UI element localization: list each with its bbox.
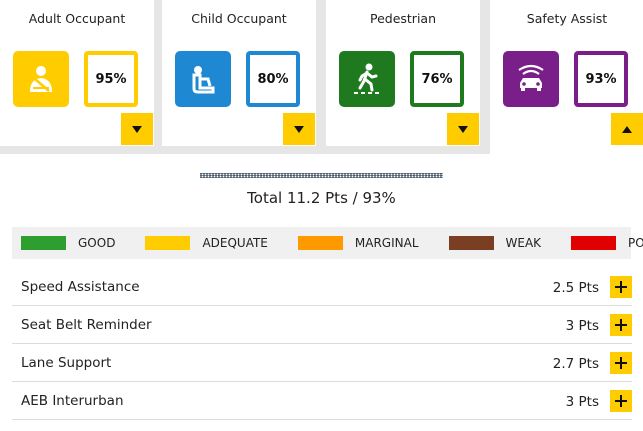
legend-swatch <box>448 236 494 250</box>
expand-button[interactable] <box>447 113 479 145</box>
legend-item-good: GOOD <box>21 236 115 250</box>
chevron-down-icon <box>294 125 304 133</box>
plus-icon[interactable] <box>610 276 632 298</box>
list-item: Speed Assistance 2.5 Pts <box>12 268 632 306</box>
legend-swatch <box>297 236 343 250</box>
pedestrian-icon <box>339 51 395 107</box>
expand-button[interactable] <box>121 113 153 145</box>
item-label: AEB Interurban <box>21 393 124 409</box>
item-points: 3 Pts <box>565 318 599 334</box>
chevron-down-icon <box>458 125 468 133</box>
expand-button[interactable] <box>283 113 315 145</box>
card-pedestrian: Pedestrian 76% <box>326 0 480 146</box>
total-score: Total 11.2 Pts / 93% <box>247 189 396 207</box>
item-label: Lane Support <box>21 355 112 371</box>
chevron-up-icon <box>622 125 632 133</box>
legend-label: WEAK <box>505 236 542 250</box>
legend-item-weak: WEAK <box>448 236 542 250</box>
item-label: Speed Assistance <box>21 279 140 295</box>
card-title: Pedestrian <box>369 11 436 26</box>
legend-label: MARGINAL <box>354 236 419 250</box>
card-adult-occupant: Adult Occupant 95% <box>0 0 154 146</box>
card-safety-assist: Safety Assist 93% <box>490 0 643 146</box>
seatbelt-adult-icon <box>13 51 69 107</box>
collapse-button[interactable] <box>611 113 643 145</box>
card-title: Safety Assist <box>526 11 608 26</box>
child-seat-icon <box>175 51 231 107</box>
plus-icon[interactable] <box>610 390 632 412</box>
legend-swatch <box>145 236 191 250</box>
item-label: Seat Belt Reminder <box>21 317 152 333</box>
card-title: Adult Occupant <box>28 11 126 26</box>
list-item: AEB Interurban 3 Pts <box>12 382 632 420</box>
legend-swatch <box>571 236 617 250</box>
legend-label: ADEQUATE <box>202 236 268 250</box>
card-child-occupant: Child Occupant 80% <box>162 0 316 146</box>
rating-legend: GOOD ADEQUATE MARGINAL WEAK POOR <box>12 227 643 259</box>
assessment-list: Speed Assistance 2.5 Pts Seat Belt Remin… <box>12 268 632 420</box>
item-points: 2.5 Pts <box>552 280 599 296</box>
item-points: 2.7 Pts <box>552 356 599 372</box>
item-points: 3 Pts <box>565 394 599 410</box>
chevron-down-icon <box>132 125 142 133</box>
legend-item-poor: POOR <box>571 236 643 250</box>
score-box: 95% <box>84 51 138 107</box>
legend-item-adequate: ADEQUATE <box>145 236 268 250</box>
legend-label: POOR <box>628 236 643 250</box>
score-box: 76% <box>410 51 464 107</box>
list-item: Seat Belt Reminder 3 Pts <box>12 306 632 344</box>
legend-swatch <box>21 236 66 250</box>
plus-icon[interactable] <box>610 314 632 336</box>
legend-label: GOOD <box>78 236 116 250</box>
plus-icon[interactable] <box>610 352 632 374</box>
car-sensor-icon <box>503 51 559 107</box>
score-box: 93% <box>574 51 628 107</box>
list-item: Lane Support 2.7 Pts <box>12 344 632 382</box>
legend-item-marginal: MARGINAL <box>297 236 419 250</box>
dotted-divider <box>200 173 443 178</box>
score-box: 80% <box>246 51 300 107</box>
card-title: Child Occupant <box>191 11 287 26</box>
